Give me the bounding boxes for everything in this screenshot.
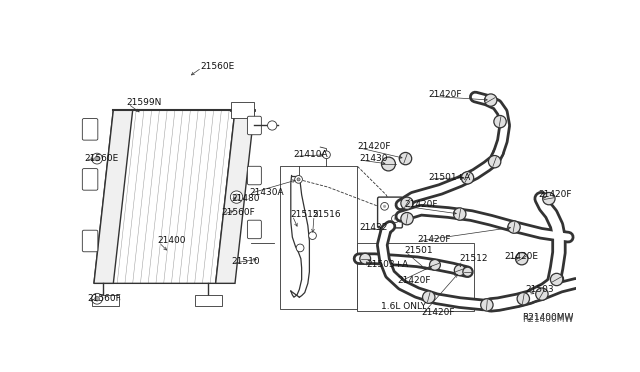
- Circle shape: [454, 208, 466, 220]
- Text: 21430: 21430: [359, 154, 387, 163]
- Text: 21501+A: 21501+A: [429, 173, 471, 182]
- Circle shape: [454, 265, 465, 276]
- FancyBboxPatch shape: [83, 169, 98, 190]
- Circle shape: [488, 155, 501, 168]
- Circle shape: [401, 197, 413, 209]
- Text: 21503: 21503: [525, 285, 554, 294]
- Circle shape: [422, 291, 435, 303]
- Text: 21420F: 21420F: [358, 142, 391, 151]
- Text: 21410A: 21410A: [293, 150, 328, 159]
- Text: 1.6L ONLY: 1.6L ONLY: [381, 302, 426, 311]
- FancyBboxPatch shape: [248, 116, 261, 135]
- Text: 21560F: 21560F: [222, 208, 255, 217]
- Circle shape: [95, 156, 99, 161]
- Text: 21560E: 21560E: [84, 154, 118, 163]
- Text: 21560E: 21560E: [200, 62, 234, 71]
- Circle shape: [392, 215, 399, 222]
- Polygon shape: [216, 110, 254, 283]
- Polygon shape: [94, 110, 132, 283]
- Text: R21400MW: R21400MW: [522, 314, 573, 323]
- Circle shape: [517, 293, 529, 305]
- Circle shape: [95, 296, 99, 301]
- Circle shape: [394, 217, 397, 220]
- Text: 21420F: 21420F: [429, 90, 462, 99]
- Circle shape: [268, 121, 277, 130]
- FancyBboxPatch shape: [83, 119, 98, 140]
- Text: 21420F: 21420F: [421, 308, 454, 317]
- Text: 21420F: 21420F: [539, 190, 572, 199]
- Circle shape: [383, 205, 386, 208]
- Text: 21516: 21516: [312, 209, 341, 218]
- Bar: [280, 166, 358, 309]
- Circle shape: [323, 151, 330, 158]
- Circle shape: [461, 172, 474, 184]
- FancyBboxPatch shape: [83, 230, 98, 252]
- FancyBboxPatch shape: [248, 166, 261, 185]
- Text: 21432: 21432: [359, 224, 387, 232]
- Circle shape: [92, 153, 102, 164]
- Text: 21420F: 21420F: [417, 235, 451, 244]
- Text: 21515: 21515: [291, 209, 319, 218]
- Circle shape: [308, 232, 316, 240]
- Circle shape: [399, 153, 412, 165]
- Circle shape: [296, 244, 304, 252]
- Circle shape: [481, 299, 493, 311]
- Text: 21430A: 21430A: [249, 188, 284, 197]
- Text: 21480: 21480: [231, 194, 260, 203]
- Text: 21501: 21501: [404, 246, 433, 255]
- Circle shape: [463, 267, 472, 276]
- Text: 21420F: 21420F: [397, 276, 431, 285]
- Circle shape: [401, 212, 413, 225]
- Circle shape: [381, 157, 396, 171]
- Circle shape: [484, 94, 497, 106]
- Circle shape: [234, 194, 239, 200]
- Circle shape: [508, 221, 520, 233]
- Polygon shape: [94, 110, 235, 283]
- Circle shape: [360, 253, 371, 264]
- Text: 21420F: 21420F: [404, 200, 438, 209]
- Text: R21400MW: R21400MW: [522, 315, 573, 324]
- Text: 21503+A: 21503+A: [367, 260, 409, 269]
- Text: 21510: 21510: [231, 257, 260, 266]
- Text: 21512: 21512: [460, 254, 488, 263]
- Text: 21599N: 21599N: [127, 98, 162, 107]
- Circle shape: [494, 115, 506, 128]
- Circle shape: [381, 202, 388, 210]
- FancyBboxPatch shape: [378, 197, 403, 228]
- Text: 21420E: 21420E: [505, 252, 539, 261]
- Circle shape: [230, 191, 243, 203]
- Circle shape: [516, 253, 528, 265]
- Polygon shape: [231, 102, 254, 118]
- FancyBboxPatch shape: [248, 220, 261, 239]
- Circle shape: [550, 273, 563, 286]
- Polygon shape: [92, 295, 119, 307]
- Text: 21400: 21400: [157, 237, 186, 246]
- Bar: [358, 243, 474, 311]
- Circle shape: [294, 176, 303, 183]
- Circle shape: [92, 294, 102, 304]
- Circle shape: [543, 192, 555, 205]
- Circle shape: [297, 178, 300, 181]
- Polygon shape: [195, 295, 222, 307]
- Circle shape: [536, 288, 548, 300]
- Circle shape: [429, 260, 440, 270]
- Text: 21560F: 21560F: [88, 294, 122, 303]
